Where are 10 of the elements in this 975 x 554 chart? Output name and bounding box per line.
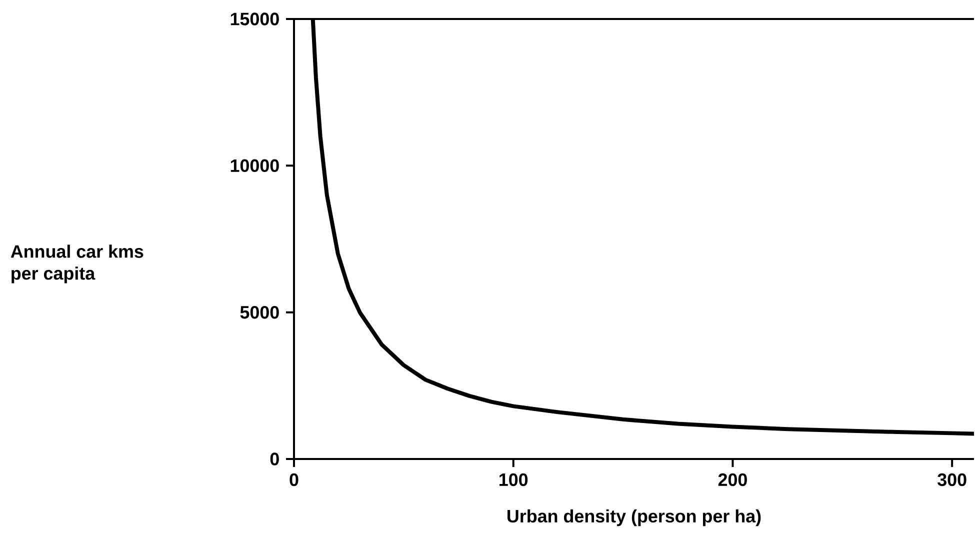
y-tick-label: 5000 bbox=[240, 306, 279, 319]
y-tick-label: 15000 bbox=[230, 12, 279, 26]
y-tick-label: 0 bbox=[270, 452, 279, 466]
y-tick-label: 10000 bbox=[230, 159, 279, 172]
x-tick-label: 0 bbox=[290, 473, 298, 486]
x-axis-title: Urban density (person per ha) bbox=[508, 509, 761, 526]
x-tick-label: 100 bbox=[500, 473, 528, 486]
x-tick-label: 200 bbox=[718, 473, 747, 486]
x-tick-label: 300 bbox=[938, 473, 966, 486]
y-axis-title: Annual car kms per capita bbox=[10, 244, 144, 284]
